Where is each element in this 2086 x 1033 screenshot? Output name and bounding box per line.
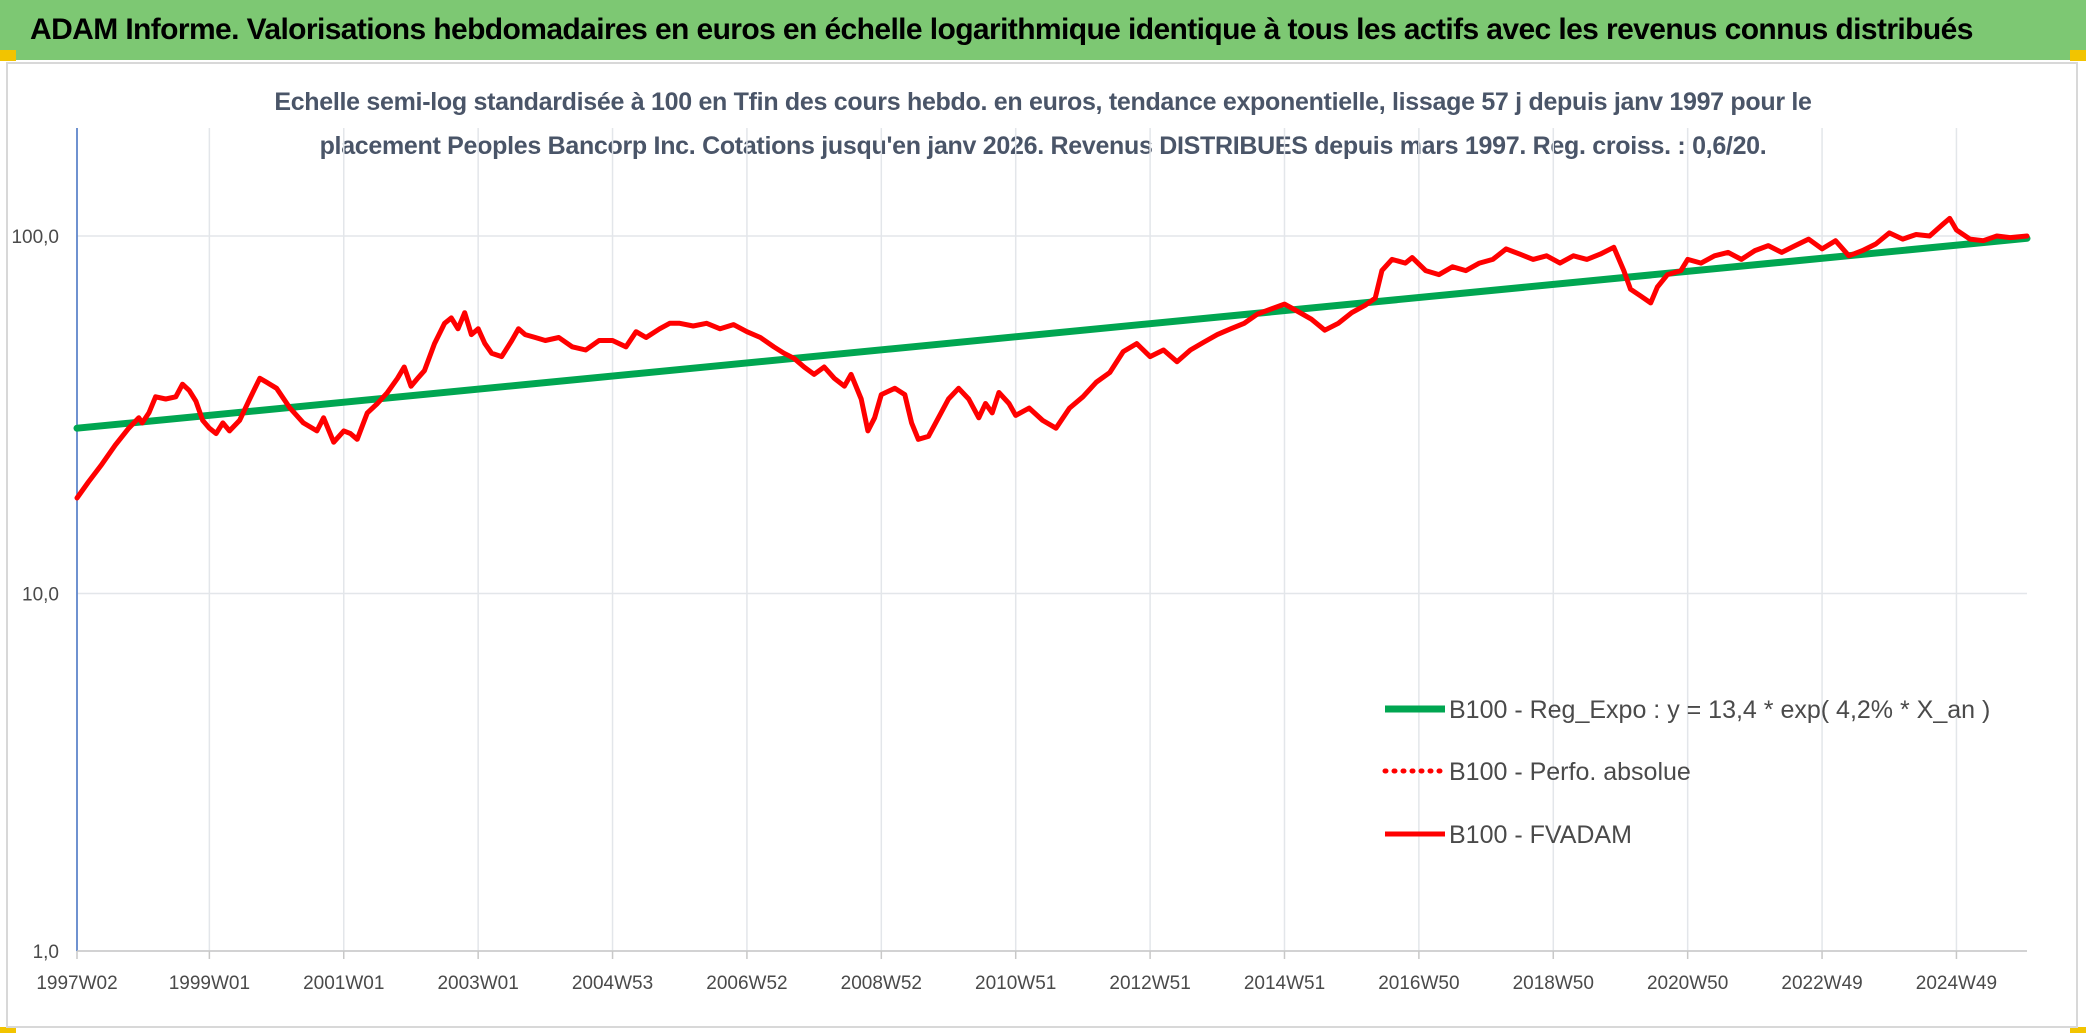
x-tick-label: 2012W51 (1109, 973, 1190, 994)
x-tick-label: 2020W50 (1647, 973, 1728, 994)
x-tick-label: 2006W52 (706, 973, 787, 994)
x-tick-label: 2024W49 (1916, 973, 1997, 994)
chart-title-line-2: placement Peoples Bancorp Inc. Cotations… (319, 132, 1767, 160)
x-tick-label: 2001W01 (303, 973, 384, 994)
y-tick-label: 1,0 (33, 942, 59, 963)
banner-title: ADAM Informe. Valorisations hebdomadaire… (30, 13, 1973, 46)
legend-label-1: B100 - Perfo. absolue (1449, 758, 1691, 786)
report-banner: ADAM Informe. Valorisations hebdomadaire… (0, 0, 2086, 60)
y-tick-label: 10,0 (22, 585, 59, 606)
corner-marker-bottom-right (2070, 1027, 2086, 1033)
x-tick-label: 2022W49 (1781, 973, 1862, 994)
x-tick-label: 2018W50 (1513, 973, 1594, 994)
x-tick-label: 1999W01 (169, 973, 250, 994)
legend-label-2: B100 - FVADAM (1449, 821, 1632, 849)
series-line-0 (73, 234, 2031, 432)
x-tick-label: 2008W52 (841, 973, 922, 994)
x-tick-label: 2010W51 (975, 973, 1056, 994)
corner-marker-top-right (2070, 50, 2086, 61)
chart-title-line-1: Echelle semi-log standardisée à 100 en T… (274, 88, 1812, 116)
x-tick-label: 2016W50 (1378, 973, 1459, 994)
x-tick-label: 2003W01 (437, 973, 518, 994)
x-tick-label: 2014W51 (1244, 973, 1325, 994)
series-line-2 (74, 215, 2030, 501)
corner-marker-bottom-left (0, 1027, 16, 1033)
legend-label-0: B100 - Reg_Expo : y = 13,4 * exp( 4,2% *… (1449, 696, 1990, 724)
y-tick-label: 100,0 (11, 227, 59, 248)
corner-marker-top-left (0, 50, 16, 61)
x-tick-label: 1997W02 (36, 973, 117, 994)
x-tick-label: 2004W53 (572, 973, 653, 994)
chart-frame (6, 62, 2078, 1028)
